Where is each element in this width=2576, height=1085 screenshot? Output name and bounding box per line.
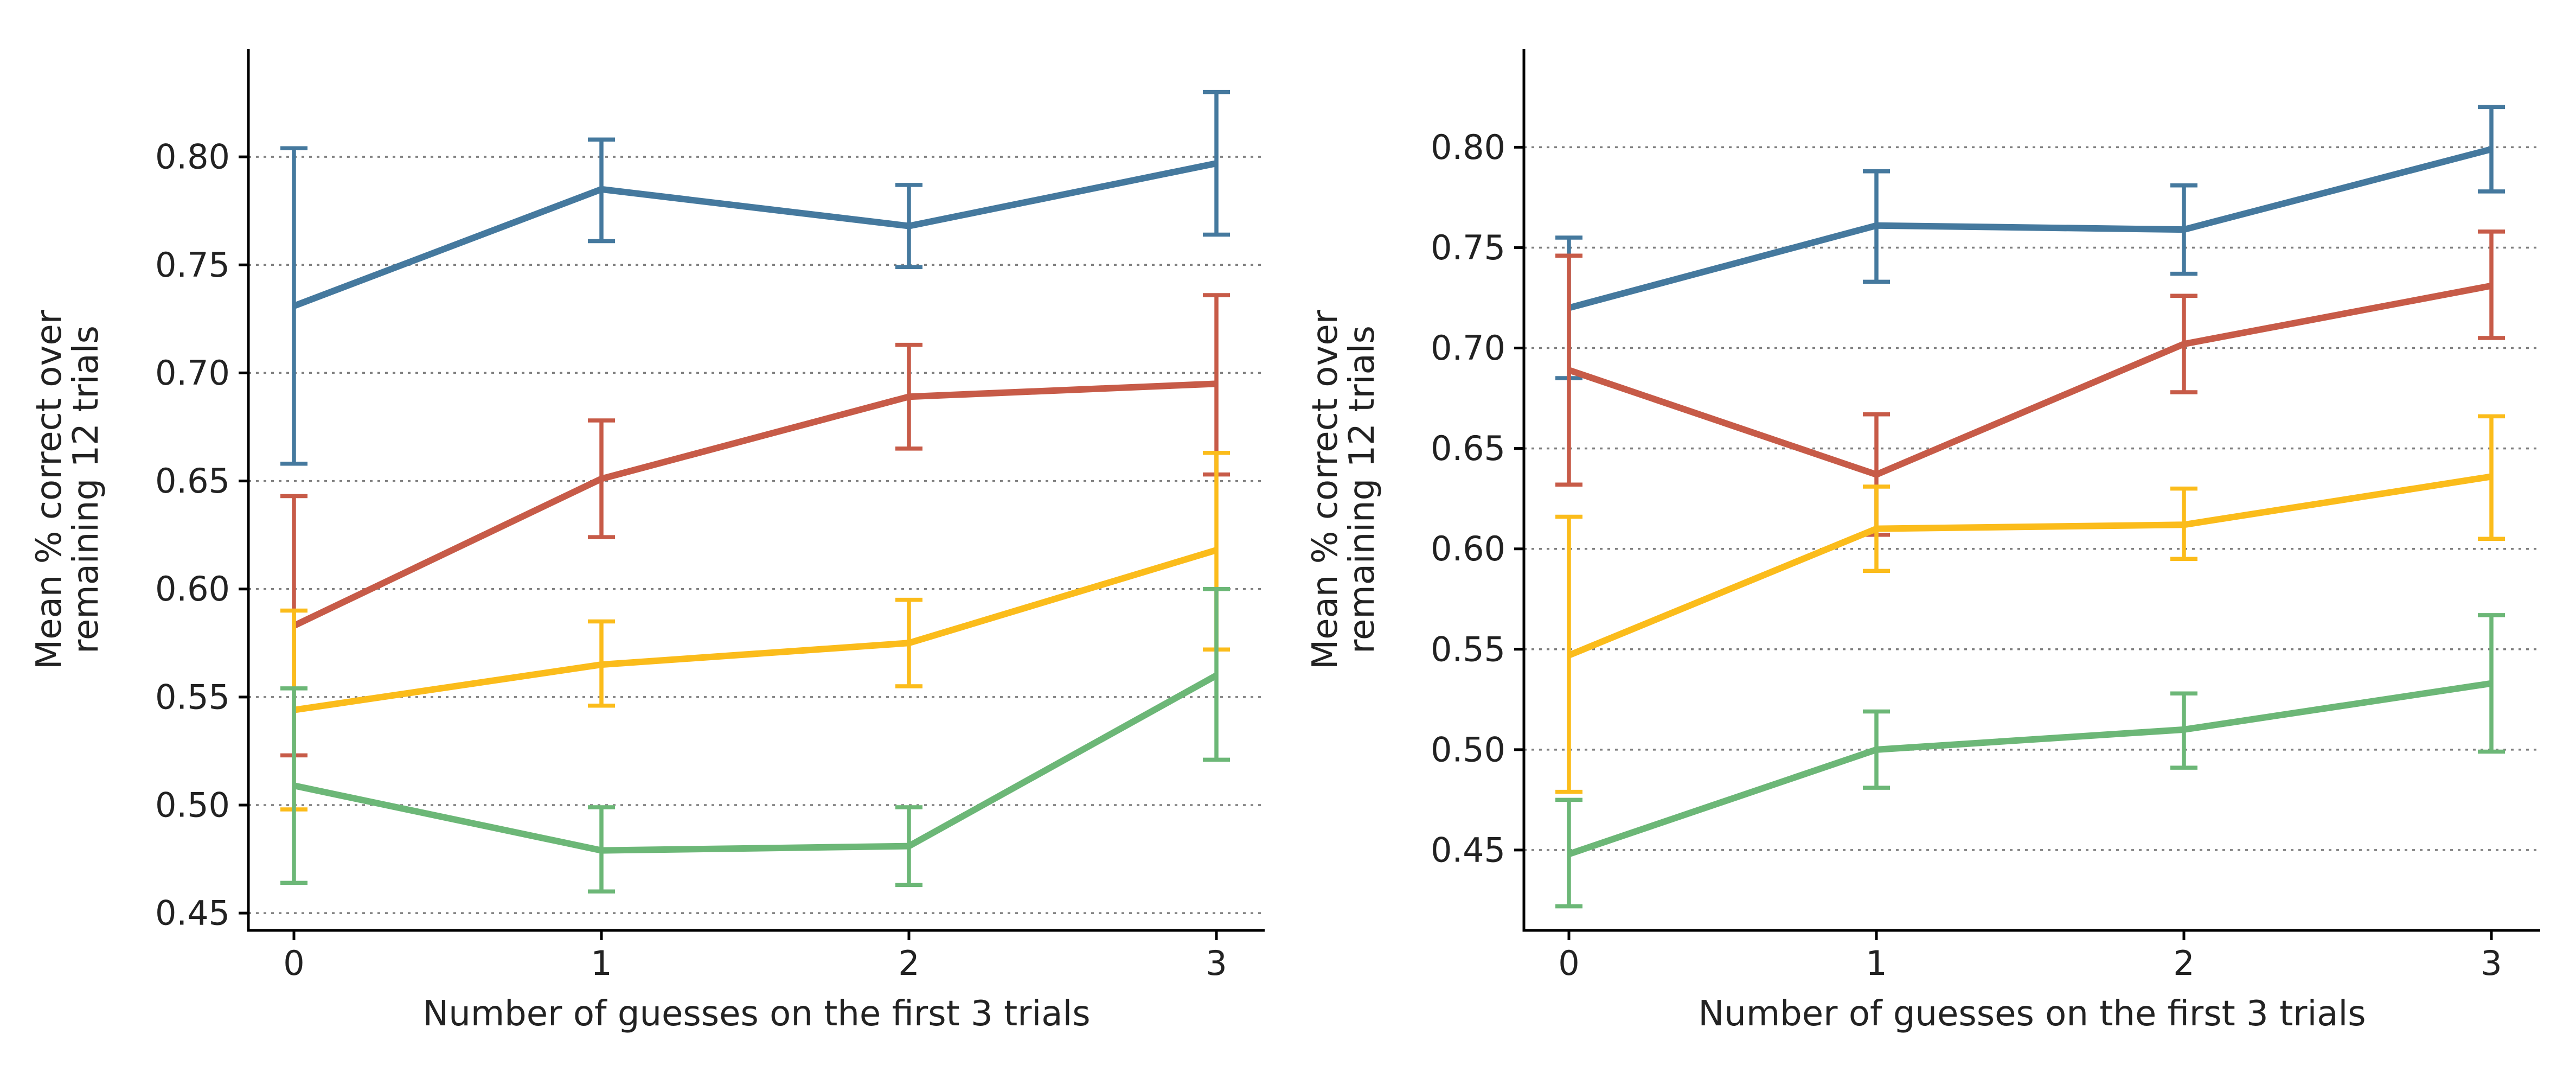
series-line <box>1567 473 2492 659</box>
series-line <box>292 160 1217 309</box>
series-red <box>280 293 1230 758</box>
error-bar <box>1203 586 1230 762</box>
y-axis-title-line: Mean % correct over <box>1305 309 1345 669</box>
series-blue <box>1555 105 2505 380</box>
series-green <box>280 586 1230 894</box>
y-tick-label: 0.60 <box>155 569 230 609</box>
y-tick-label: 0.75 <box>1431 228 1505 267</box>
y-tick-label: 0.75 <box>155 245 230 285</box>
x-tick-label: 3 <box>1206 943 1227 983</box>
x-axis: 0 1 2 3 <box>1558 930 2502 983</box>
y-tick-label: 0.70 <box>1431 328 1505 368</box>
x-tick-label: 2 <box>2173 943 2194 983</box>
series-line <box>1568 282 2492 478</box>
series-red <box>1555 229 2505 537</box>
x-tick-label: 1 <box>591 943 612 983</box>
y-axis-title-line: Mean % correct over <box>29 309 69 669</box>
x-tick-label: 0 <box>1558 943 1579 983</box>
series-line <box>1568 680 2492 858</box>
series-green <box>1555 613 2505 909</box>
x-axis: 0 1 2 3 <box>283 930 1227 983</box>
y-tick-label: 0.55 <box>155 677 230 717</box>
y-axis-title: Mean % correct overremaining 12 trials <box>1305 309 1382 669</box>
y-axis-title-line: remaining 12 trials <box>66 326 106 654</box>
series-yellow <box>1555 414 2505 794</box>
y-axis: 0.45 0.50 0.55 0.60 0.65 0.70 0.75 0.80 <box>155 137 248 933</box>
x-axis-title: Number of guesses on the first 3 trials <box>422 994 1090 1034</box>
y-tick-label: 0.55 <box>1431 629 1505 669</box>
y-tick-label: 0.45 <box>155 893 230 933</box>
error-bar <box>280 146 307 466</box>
y-tick-label: 0.80 <box>1431 127 1505 167</box>
series-line <box>292 380 1217 629</box>
series-line <box>293 547 1217 713</box>
y-tick-label: 0.80 <box>155 137 230 177</box>
y-tick-label: 0.70 <box>155 353 230 393</box>
y-tick-label: 0.65 <box>1431 429 1505 468</box>
x-tick-label: 1 <box>1866 943 1887 983</box>
series-blue <box>280 90 1230 466</box>
y-axis-title-line: remaining 12 trials <box>1342 326 1382 654</box>
y-axis: 0.45 0.50 0.55 0.60 0.65 0.70 0.75 0.80 <box>1431 127 1524 870</box>
series-yellow <box>280 451 1230 812</box>
x-axis-title: Number of guesses on the first 3 trials <box>1698 994 2366 1034</box>
error-bar <box>280 686 307 885</box>
gridlines <box>1524 146 2540 851</box>
y-tick-label: 0.50 <box>1431 730 1505 769</box>
y-tick-label: 0.60 <box>1431 529 1505 569</box>
y-tick-label: 0.45 <box>1431 830 1505 870</box>
series-line <box>293 672 1218 854</box>
gridlines <box>248 156 1265 914</box>
y-tick-label: 0.50 <box>155 785 230 825</box>
error-bar <box>2478 229 2505 340</box>
x-tick-label: 3 <box>2481 943 2502 983</box>
y-tick-label: 0.65 <box>155 461 230 501</box>
series-line <box>1568 146 2492 311</box>
right-chart-panel: 0.45 0.50 0.55 0.60 0.65 0.70 0.75 0.80 0 1 2 3 Numb… <box>1305 49 2540 1034</box>
left-chart-panel: 0.45 0.50 0.55 0.60 0.65 0.70 0.75 0.80 0 1 2 3 Numb… <box>29 49 1265 1034</box>
y-axis-title: Mean % correct overremaining 12 trials <box>29 309 106 669</box>
x-tick-label: 2 <box>898 943 919 983</box>
x-tick-label: 0 <box>283 943 304 983</box>
